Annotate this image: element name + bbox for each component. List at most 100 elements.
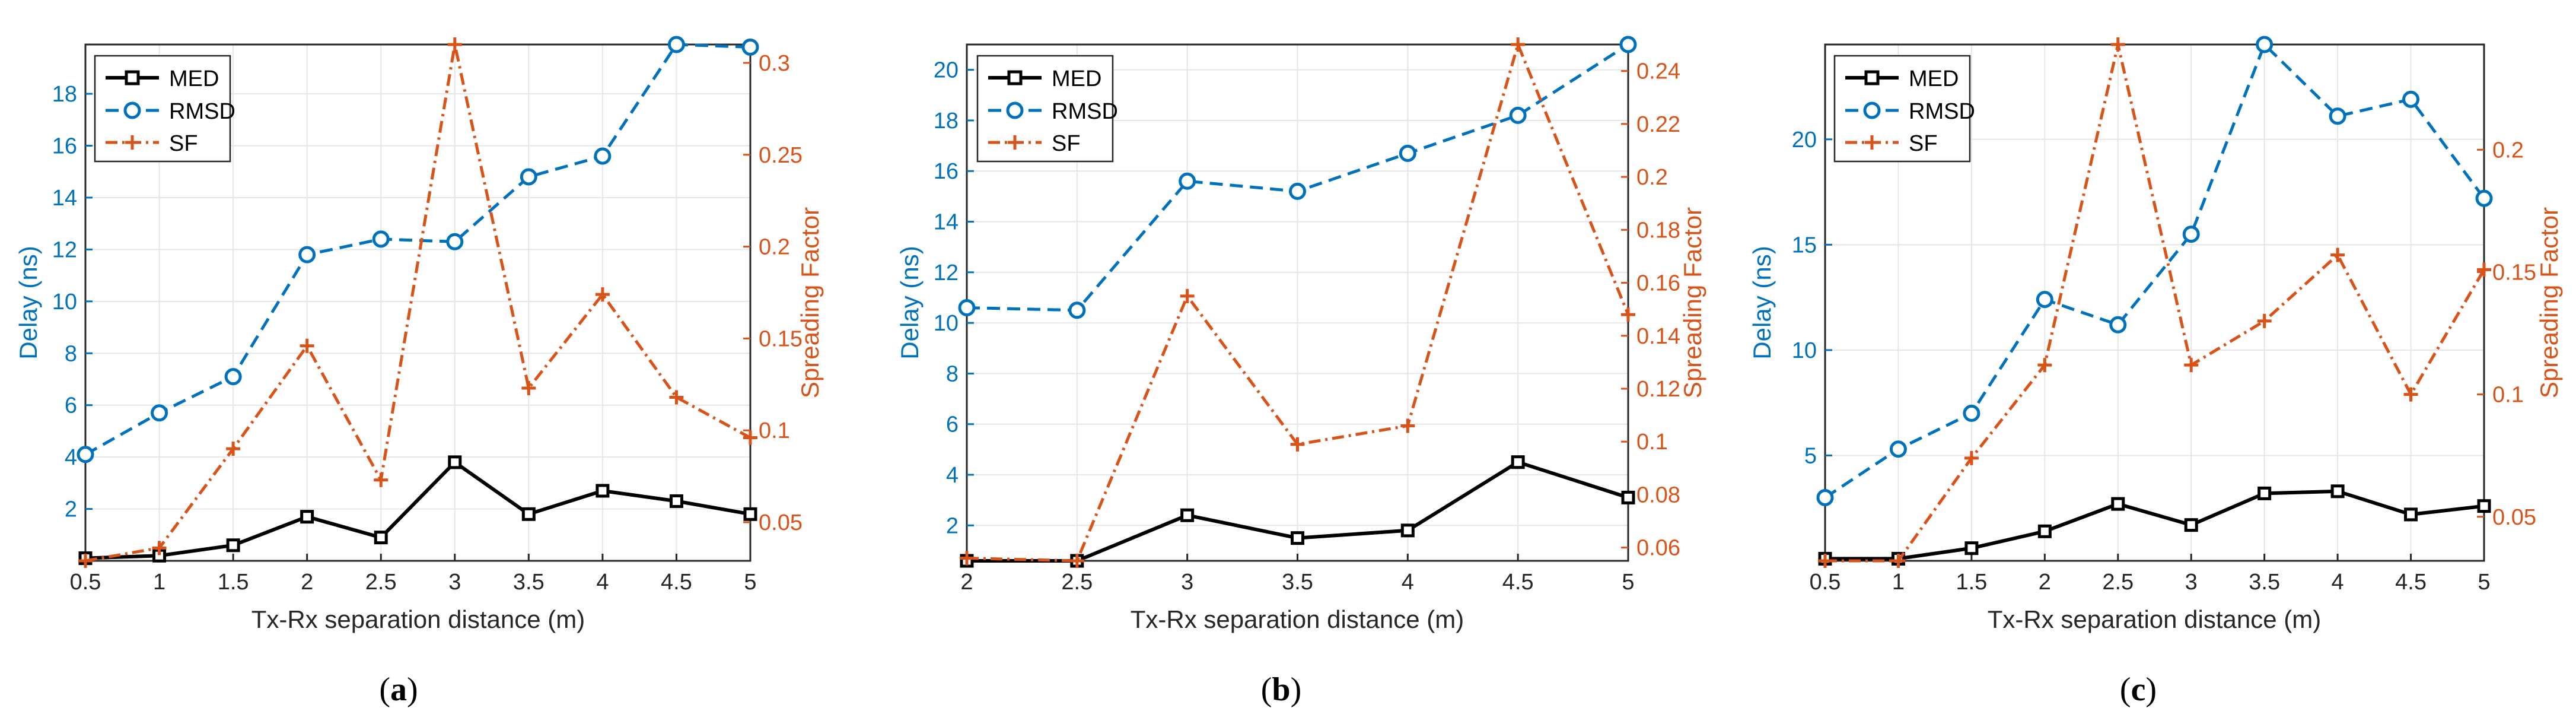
legend-c: MED RMSD SF (1833, 55, 1975, 163)
y-tick-label: 4 (65, 445, 77, 470)
legend-marker-med-c (1864, 70, 1880, 85)
data-point-med (2330, 484, 2345, 499)
y-tick-label: 18 (934, 109, 959, 134)
grid-a (85, 45, 751, 561)
x-tick-label: 3 (448, 570, 461, 595)
legend-marker-rmsd-c (1863, 101, 1881, 119)
x-tick-label: 4 (2332, 570, 2344, 595)
y-tick-label: 15 (1792, 233, 1817, 258)
y2-tick-label: 0.06 (1636, 536, 1680, 561)
data-point-med (1511, 455, 1525, 469)
legend-b: MED RMSD SF (976, 55, 1118, 163)
x-tick-label: 0.5 (1810, 570, 1841, 595)
y-tick-label: 4 (946, 463, 959, 488)
data-point-sf (1621, 307, 1635, 322)
data-point-rmsd (594, 147, 612, 165)
data-point-sf (226, 442, 241, 456)
y2-tick-label: 0.2 (2492, 138, 2524, 163)
x-ticks-b: 2 2.5 3 3.5 4 4.5 5 (960, 554, 1635, 595)
data-point-rmsd (298, 246, 316, 264)
data-point-sf (1290, 437, 1305, 452)
x-tick-label: 3 (2185, 570, 2198, 595)
series-line-rmsd (84, 43, 751, 456)
data-point-rmsd (1619, 36, 1637, 53)
y-tick-label: 18 (52, 82, 77, 107)
x-tick-label: 4.5 (2395, 570, 2427, 595)
data-point-sf (78, 554, 93, 568)
x-tick-label: 4.5 (1502, 570, 1534, 595)
data-point-sf (2403, 387, 2418, 402)
data-point-sf (2257, 313, 2272, 328)
x-tick-label: 2.5 (1061, 570, 1093, 595)
legend-marker-sf-c (1865, 135, 1879, 150)
x-tick-label: 4 (1402, 570, 1414, 595)
data-point-sf (300, 338, 314, 353)
x-tick-label: 1.5 (1956, 570, 1987, 595)
legend-label-med-c: MED (1909, 66, 1959, 91)
data-point-sf (595, 287, 610, 302)
y-tick-label: 10 (934, 311, 959, 336)
legend-label-sf-a: SF (169, 131, 198, 156)
legend-marker-rmsd-a (123, 101, 141, 119)
data-point-rmsd (1816, 488, 1834, 506)
data-point-rmsd (667, 36, 685, 53)
legend-marker-sf-a (125, 135, 139, 150)
legend-marker-med-b (1007, 70, 1023, 85)
y2-tick-label: 0.12 (1636, 377, 1680, 402)
legend-label-rmsd-a: RMSD (169, 99, 235, 124)
panel-a: 0.5 1 1.5 2 2.5 3 3.5 4 4.5 5 2 4 6 8 10 12 14 16 18 0.05… (14, 36, 824, 708)
legend-marker-sf-b (1008, 135, 1022, 150)
y2-ticks-b: 0.06 0.08 0.1 0.12 0.14 0.16 0.18 0.2 0.22 0.24 (1621, 59, 1680, 561)
y-tick-label: 5 (1804, 443, 1817, 468)
series-line-sf (85, 43, 752, 563)
data-point-rmsd (1289, 182, 1306, 200)
y-tick-label: 10 (1792, 338, 1817, 363)
y2-axis-label-a: Spreading Factor (796, 207, 824, 398)
data-point-med (1180, 508, 1195, 522)
panel-label-b: (b) (1261, 671, 1301, 708)
data-point-rmsd (958, 299, 976, 317)
data-point-rmsd (741, 38, 759, 56)
y-tick-label: 16 (52, 134, 77, 159)
y-tick-label: 8 (946, 361, 959, 386)
y-tick-label: 6 (65, 393, 77, 418)
series-c (1816, 36, 2493, 568)
data-point-med (2184, 518, 2198, 532)
plot-frame-c (1824, 43, 2485, 562)
y2-ticks-c: 0.05 0.1 0.15 0.2 (2477, 138, 2536, 530)
data-point-med (2111, 497, 2125, 511)
x-axis-label-c: Tx-Rx separation distance (m) (1988, 605, 2322, 633)
x-tick-label: 2.5 (2102, 570, 2134, 595)
data-point-med (1400, 523, 1415, 538)
y-axis-label-b: Delay (ns) (896, 246, 924, 359)
x-tick-label: 1 (153, 570, 165, 595)
data-point-med (743, 507, 757, 521)
y2-tick-label: 0.16 (1636, 271, 1680, 296)
x-tick-label: 5 (744, 570, 756, 595)
y2-tick-label: 0.1 (2492, 383, 2524, 408)
y2-tick-label: 0.1 (1636, 430, 1668, 455)
legend-label-rmsd-b: RMSD (1052, 99, 1118, 124)
x-tick-label: 1 (1892, 570, 1905, 595)
y2-tick-label: 0.22 (1636, 112, 1680, 137)
data-point-med (374, 531, 388, 545)
data-point-rmsd (1963, 404, 1980, 422)
data-point-sf (447, 37, 462, 52)
y2-tick-label: 0.18 (1636, 218, 1680, 243)
data-point-sf (2184, 358, 2199, 373)
data-point-med (596, 484, 610, 498)
data-point-sf (2037, 358, 2052, 373)
series-b (958, 36, 1637, 568)
y2-tick-label: 0.1 (759, 418, 790, 443)
y-tick-label: 6 (946, 412, 959, 437)
series-a (77, 36, 759, 568)
data-point-sf (2477, 262, 2491, 277)
panel-c: 0.5 1 1.5 2 2.5 3 3.5 4 4.5 5 5 10 15 20 0.05 0.1 0.15… (1748, 36, 2563, 708)
x-ticks-a: 0.5 1 1.5 2 2.5 3 3.5 4 4.5 5 (70, 554, 757, 595)
x-tick-label: 4.5 (661, 570, 692, 595)
y2-tick-label: 0.24 (1636, 59, 1680, 84)
legend-label-rmsd-c: RMSD (1909, 99, 1975, 124)
data-point-sf (1818, 554, 1832, 568)
